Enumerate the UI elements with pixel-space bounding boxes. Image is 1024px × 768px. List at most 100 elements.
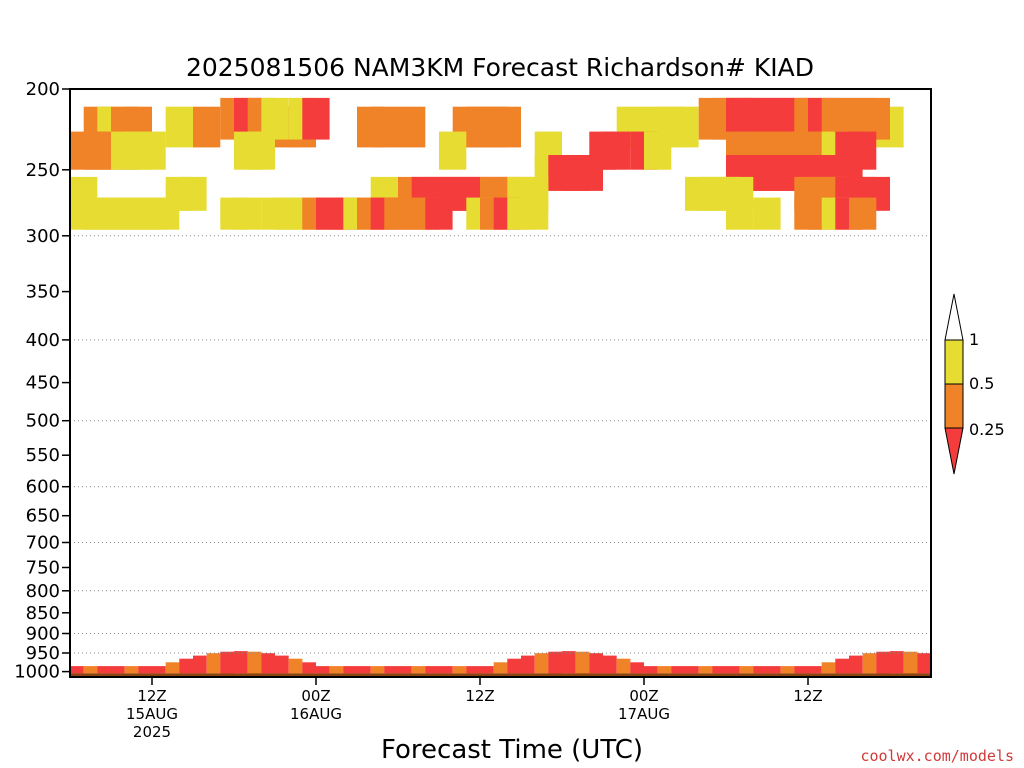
surface-cell — [603, 655, 617, 674]
y-tick-label: 650 — [26, 506, 60, 527]
surface-cell — [288, 658, 303, 674]
x-tick-label: 00Z — [629, 687, 658, 705]
legend-label: 1 — [969, 330, 979, 349]
surface-cell — [780, 666, 795, 674]
surface-cell — [808, 666, 822, 674]
legend-label: 0.25 — [969, 420, 1005, 439]
heatmap-cell — [726, 197, 754, 230]
surface-cell — [575, 651, 590, 674]
surface-cell — [794, 666, 808, 674]
y-axis-ticks: 200 250 300 350 400 450 500 550 600 650 700 7508008… — [14, 79, 70, 683]
heatmap-cell — [302, 97, 330, 140]
surface-cell — [370, 666, 385, 674]
surface-cell — [739, 666, 754, 674]
surface-cell — [179, 658, 193, 674]
surface-cell — [439, 666, 453, 674]
low-level-cells — [70, 651, 931, 677]
heatmap-cell — [425, 197, 453, 230]
heatmap-cell — [439, 131, 467, 170]
surface-cell — [111, 666, 125, 674]
surface-cell — [753, 666, 767, 674]
x-axis-title: Forecast Time (UTC) — [381, 735, 643, 765]
legend-swatch-high — [944, 339, 964, 385]
surface-cell — [821, 662, 836, 674]
heatmap-cell — [521, 197, 549, 230]
pressure-gridlines — [70, 235, 931, 654]
surface-cell — [124, 666, 139, 674]
heatmap-cell — [575, 155, 603, 191]
heatmap-cell — [179, 176, 207, 211]
y-tick-label: 900 — [26, 624, 60, 645]
legend-arrow-top — [944, 293, 964, 341]
y-tick-label: 500 — [26, 411, 60, 432]
y-tick-label: 800 — [26, 581, 60, 602]
surface-cell — [849, 655, 863, 674]
surface-cell — [521, 655, 535, 674]
surface-cell — [466, 666, 480, 674]
surface-cell — [548, 651, 562, 674]
surface-cell — [903, 651, 918, 674]
surface-cell — [411, 666, 426, 674]
surface-cell — [862, 653, 877, 674]
x-tick-label: 00Z — [301, 687, 330, 705]
surface-cell — [97, 666, 111, 674]
heatmap-cell — [849, 197, 877, 230]
y-tick-label: 550 — [26, 445, 60, 466]
y-tick-label: 450 — [26, 373, 60, 394]
y-tick-label: 300 — [26, 226, 60, 247]
surface-cell — [70, 666, 84, 674]
surface-cell — [644, 666, 658, 674]
surface-cell — [261, 653, 275, 674]
surface-cell — [630, 662, 644, 674]
heatmap-cell — [193, 106, 221, 148]
ground-layer — [70, 673, 931, 677]
surface-cell — [493, 662, 508, 674]
surface-cell — [480, 666, 494, 674]
heatmap-cell — [603, 131, 631, 170]
y-tick-label: 200 — [26, 79, 60, 100]
surface-cell — [343, 666, 357, 674]
surface-cell — [726, 666, 740, 674]
surface-cell — [302, 662, 316, 674]
heatmap-cell — [644, 131, 672, 170]
heatmap-cell — [152, 197, 180, 230]
surface-cell — [835, 658, 849, 674]
surface-cell — [138, 666, 152, 674]
surface-cell — [398, 666, 412, 674]
credit-text: coolwx.com/models — [860, 747, 1014, 765]
x-tick-date: 16AUG — [290, 705, 342, 723]
surface-cell — [275, 655, 289, 674]
surface-cell — [247, 651, 262, 674]
surface-cell — [193, 655, 207, 674]
y-tick-label: 350 — [26, 282, 60, 303]
y-tick-label: 950 — [26, 643, 60, 664]
colorbar-legend: 1 0.5 0.25 — [944, 293, 1005, 475]
surface-cell — [206, 653, 221, 674]
surface-cell — [384, 666, 398, 674]
surface-cell — [616, 658, 631, 674]
y-tick-label: 250 — [26, 160, 60, 181]
x-tick-label: 12Z — [465, 687, 494, 705]
surface-cell — [917, 653, 931, 674]
heatmap-cell — [247, 131, 275, 170]
y-tick-label: 850 — [26, 603, 60, 624]
heatmap-cells — [70, 97, 904, 230]
legend-arrow-bottom — [944, 427, 964, 475]
surface-cell — [890, 651, 904, 674]
y-tick-label: 750 — [26, 558, 60, 579]
surface-cell — [329, 666, 344, 674]
x-tick-year: 2025 — [133, 723, 171, 741]
heatmap-cell — [124, 131, 166, 170]
y-tick-label: 600 — [26, 477, 60, 498]
surface-cell — [234, 651, 248, 674]
x-tick-label: 12Z — [137, 687, 166, 705]
y-tick-label: 700 — [26, 533, 60, 554]
surface-cell — [165, 662, 180, 674]
surface-cell — [534, 653, 549, 674]
heatmap-cell — [370, 106, 398, 148]
surface-cell — [316, 666, 330, 674]
heatmap-cell — [398, 106, 426, 148]
heatmap-cell — [671, 106, 699, 148]
